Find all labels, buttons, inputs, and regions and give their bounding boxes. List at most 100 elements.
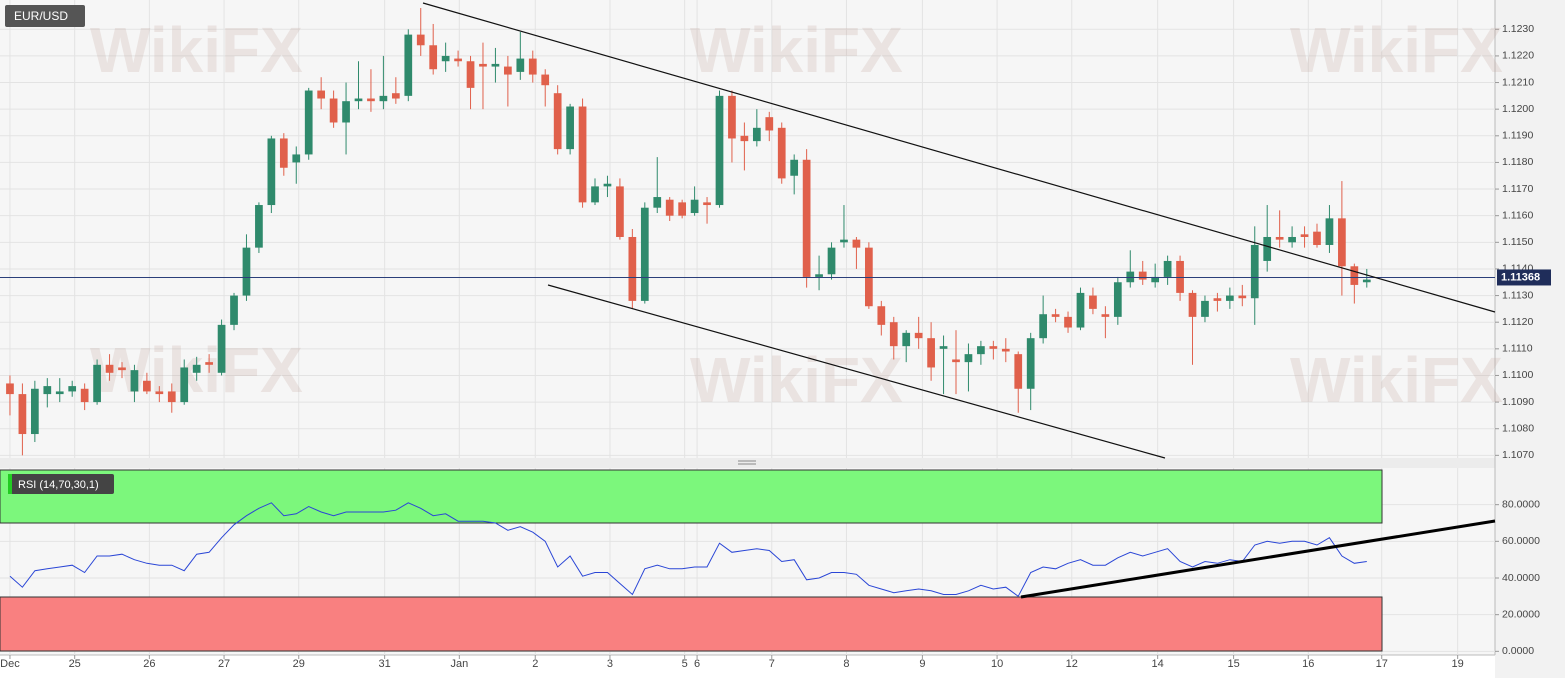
y-tick-label: 40.0000 [1502, 572, 1540, 584]
x-tick-label: 31 [379, 658, 391, 670]
x-tick-label: 15 [1227, 658, 1239, 670]
candle-body [379, 95, 388, 102]
candle-body [479, 63, 487, 67]
candle-body [1001, 348, 1010, 352]
candle-body [964, 354, 973, 363]
candle-body [404, 34, 413, 96]
x-tick-label: 29 [293, 658, 305, 670]
candle-body [603, 183, 612, 187]
candle-body [1138, 271, 1147, 280]
candle-body [80, 388, 89, 403]
candle-body [1039, 314, 1047, 339]
candle-body [1201, 300, 1209, 317]
candle-body [205, 362, 213, 365]
x-tick-label: Jan [450, 658, 468, 670]
x-tick-label: 9 [919, 658, 925, 670]
candle-body [342, 101, 350, 123]
candle-body [429, 45, 438, 70]
candle-body [1089, 295, 1097, 309]
candle-body [1064, 316, 1072, 328]
candle-body [504, 66, 512, 75]
candle-body [180, 367, 189, 403]
candle-body [553, 93, 562, 150]
candle-body [1051, 314, 1060, 317]
y-tick-label: 1.1100 [1502, 369, 1533, 381]
indicator-label: RSI (14,70,30,1) [18, 479, 99, 491]
candle-body [877, 306, 886, 325]
price-panel [0, 0, 1495, 458]
candle-body [665, 199, 674, 216]
rsi-trend-line [1020, 519, 1496, 599]
x-tick-label: 17 [1376, 658, 1388, 670]
y-tick-label: 1.1170 [1502, 183, 1533, 195]
candle-body [541, 74, 550, 86]
indicator-badge [8, 474, 114, 494]
candle-body [840, 239, 848, 243]
candle-body [155, 391, 164, 395]
candle-body [1275, 236, 1284, 240]
candle-body [1313, 231, 1321, 245]
rsi-line [9, 502, 1367, 598]
candle-body [454, 58, 462, 62]
candle-body [1338, 218, 1346, 267]
candle-body [653, 197, 662, 208]
x-tick-label: 27 [218, 658, 230, 670]
y-tick-label: 1.1230 [1502, 23, 1534, 35]
y-tick-label: 1.1130 [1502, 289, 1533, 301]
candle-body [765, 117, 774, 131]
x-tick-label: 5 [682, 658, 688, 670]
watermark: WikiFX [690, 14, 903, 86]
watermark: WikiFX [90, 14, 303, 86]
candle-body [752, 127, 761, 142]
candle-body [68, 386, 77, 392]
candle-body [130, 370, 139, 392]
candle-body [1362, 279, 1371, 283]
candle-body [616, 186, 624, 237]
candle-body [952, 359, 960, 363]
overbought-zone [0, 469, 1383, 524]
candle-body [889, 322, 898, 347]
candle-body [118, 367, 126, 371]
indicator-badge-accent [8, 474, 12, 494]
y-tick-label: 1.1070 [1502, 449, 1534, 461]
y-tick-label: 1.1150 [1502, 236, 1533, 248]
candle-body [790, 159, 799, 176]
y-tick-label: 1.1200 [1502, 103, 1534, 115]
candle-body [329, 98, 338, 123]
candle-body [1350, 266, 1359, 285]
y-tick-label: 1.1210 [1502, 76, 1534, 88]
candle-body [591, 186, 599, 203]
y-tick-label: 1.1110 [1502, 343, 1533, 355]
y-tick-label: 1.1190 [1502, 130, 1533, 142]
y-tick-label: 1.1120 [1502, 316, 1533, 328]
marks [0, 7, 1495, 598]
candle-body [902, 332, 911, 347]
candle-body [1101, 314, 1110, 317]
last-price-badge [1497, 269, 1551, 286]
y-tick-label: 1.1090 [1502, 396, 1534, 408]
candle-body [678, 202, 687, 216]
candle-body [367, 98, 375, 102]
candle-body [827, 247, 836, 275]
y-tick-label: 0.0000 [1502, 645, 1534, 657]
candle-body [1113, 282, 1122, 317]
x-tick-label: 26 [143, 658, 155, 670]
candle-body [578, 106, 587, 203]
x-tick-label: 7 [769, 658, 775, 670]
candle-body [815, 274, 823, 277]
candle-body [690, 199, 699, 214]
candle-body [715, 95, 724, 206]
oversold-zone [0, 596, 1383, 652]
x-tick-label: Dec [0, 658, 20, 670]
candle-body [1225, 295, 1234, 301]
candle-body [566, 106, 574, 150]
x-tick-label: 12 [1066, 658, 1078, 670]
candle-body [255, 205, 263, 248]
candle-body [292, 154, 301, 163]
candle-body [105, 364, 114, 373]
candle-body [640, 207, 649, 301]
candle-body [217, 324, 226, 373]
symbol-label: EUR/USD [14, 9, 68, 23]
candle-body [391, 93, 400, 99]
y-tick-label: 1.1160 [1502, 209, 1533, 221]
